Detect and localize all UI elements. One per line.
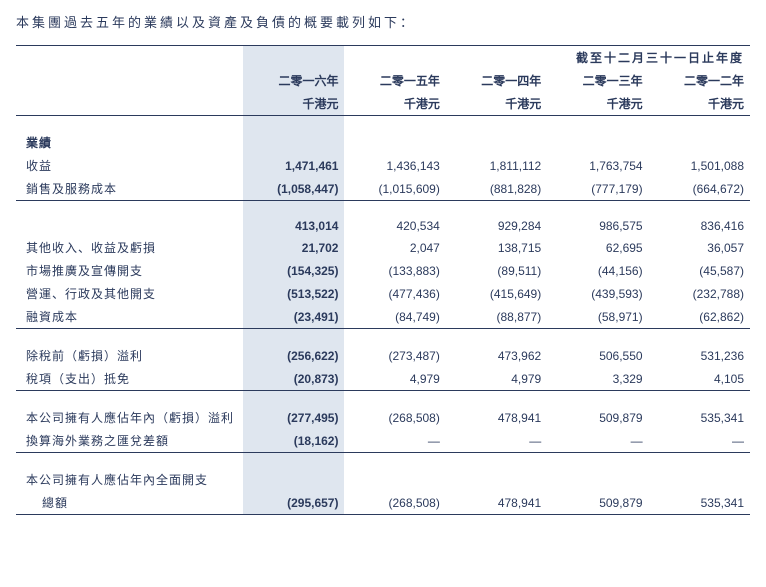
table-row: 換算海外業務之匯兌差額 (18,162) — — — — [16, 429, 750, 452]
unit-3: 千港元 [547, 92, 648, 115]
table-row: 稅項（支出）抵免 (20,873) 4,979 4,979 3,329 4,10… [16, 367, 750, 390]
intro-text: 本集團過去五年的業績以及資產及負債的概要載列如下： [16, 12, 750, 31]
unit-1: 千港元 [344, 92, 445, 115]
table-row: 銷售及服務成本 (1,058,447) (1,015,609) (881,828… [16, 177, 750, 200]
col-year-3: 二零一三年 [547, 69, 648, 92]
unit-4: 千港元 [649, 92, 750, 115]
col-year-0: 二零一六年 [243, 69, 344, 92]
table-row: 413,014 420,534 929,284 986,575 836,416 [16, 201, 750, 237]
table-row: 除稅前（虧損）溢利 (256,622) (273,487) 473,962 50… [16, 329, 750, 368]
section-results: 業績 [16, 116, 243, 155]
financial-summary-table: 截至十二月三十一日止年度 二零一六年 二零一五年 二零一四年 二零一三年 二零一… [16, 45, 750, 515]
col-year-1: 二零一五年 [344, 69, 445, 92]
col-year-2: 二零一四年 [446, 69, 547, 92]
table-row: 總額 (295,657) (268,508) 478,941 509,879 5… [16, 491, 750, 515]
unit-2: 千港元 [446, 92, 547, 115]
table-row: 收益 1,471,461 1,436,143 1,811,112 1,763,7… [16, 154, 750, 177]
table-row: 本公司擁有人應佔年內全面開支 [16, 453, 750, 492]
table-row: 融資成本 (23,491) (84,749) (88,877) (58,971)… [16, 305, 750, 328]
unit-0: 千港元 [243, 92, 344, 115]
table-row: 其他收入、收益及虧損 21,702 2,047 138,715 62,695 3… [16, 236, 750, 259]
period-header: 截至十二月三十一日止年度 [344, 46, 750, 70]
table-row: 市場推廣及宣傳開支 (154,325) (133,883) (89,511) (… [16, 259, 750, 282]
table-row: 本公司擁有人應佔年內（虧損）溢利 (277,495) (268,508) 478… [16, 391, 750, 430]
table-row: 營運、行政及其他開支 (513,522) (477,436) (415,649)… [16, 282, 750, 305]
col-year-4: 二零一二年 [649, 69, 750, 92]
